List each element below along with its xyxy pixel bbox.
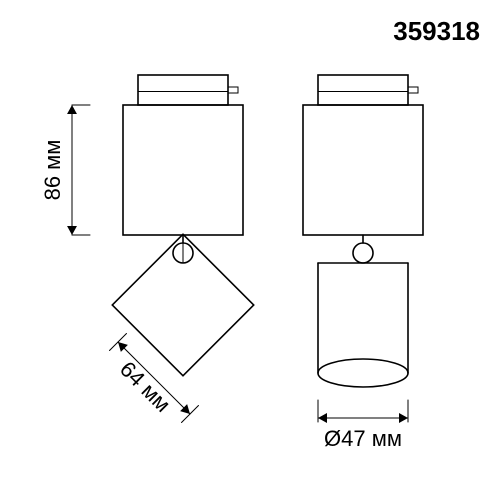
technical-drawing: 35931886 мм64 ммØ47 мм <box>0 0 500 500</box>
product-code: 359318 <box>393 16 480 46</box>
dim-height-label: 86 мм <box>40 140 65 201</box>
dim-diameter-label: Ø47 мм <box>324 426 402 451</box>
